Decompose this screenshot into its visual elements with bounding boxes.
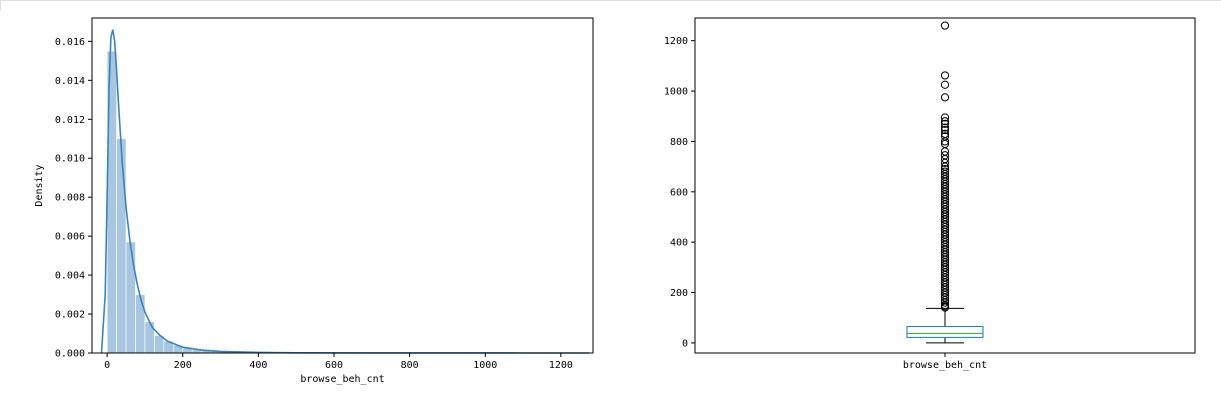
histogram-bar-1 <box>116 138 127 354</box>
outlier-point-11 <box>940 137 950 146</box>
outlier-point-16 <box>940 158 950 167</box>
y-tick-label: 0.010 <box>55 154 85 165</box>
histogram-bars <box>106 50 250 354</box>
y-axis-ticks: 0.000 0.002 0.004 0.006 0.008 0.010 0.012 0.014… <box>55 37 92 360</box>
y-axis-ticks-right: 0 200 400 600 800 1000 1200 <box>664 36 946 357</box>
y-tick-label: 400 <box>670 238 688 249</box>
outlier-point-7 <box>940 123 950 132</box>
y-tick-label: 0.002 <box>55 310 85 321</box>
outlier-point-1 <box>940 71 950 80</box>
x-axis-label-right: browse_beh_cnt <box>903 360 987 371</box>
y-tick-label: 0.004 <box>55 271 85 282</box>
boxplot <box>906 307 984 344</box>
x-tick-label: 1000 <box>473 360 497 371</box>
histogram-bar-4 <box>144 321 155 354</box>
outlier-point-4 <box>940 113 950 122</box>
outlier-point-3 <box>940 93 950 102</box>
outlier-point-71 <box>940 298 950 307</box>
outlier-point-6 <box>940 119 950 128</box>
outlier-point-2 <box>940 80 950 89</box>
x-axis-label: browse_beh_cnt <box>300 374 384 385</box>
boxplot-outliers <box>940 21 950 312</box>
box-iqr <box>906 326 984 338</box>
y-tick-label: 1000 <box>664 87 688 98</box>
y-tick-label: 0.008 <box>55 193 85 204</box>
kde-line <box>100 29 590 354</box>
x-tick-label: 400 <box>249 360 267 371</box>
y-tick-label: 200 <box>670 288 688 299</box>
outlier-point-5 <box>940 117 950 126</box>
x-axis-ticks: 0 200 400 600 800 1000 1200 <box>104 353 573 371</box>
y-tick-label: 1200 <box>664 36 688 47</box>
x-tick-label: 1200 <box>549 360 573 371</box>
x-tick-label: 200 <box>174 360 192 371</box>
x-tick-label: 800 <box>401 360 419 371</box>
y-tick-label: 0.014 <box>55 76 85 87</box>
y-tick-label: 800 <box>670 137 688 148</box>
outlier-point-8 <box>940 125 950 135</box>
plot-frame-left <box>91 17 594 354</box>
y-tick-label: 0.000 <box>55 349 85 360</box>
y-tick-label: 0.012 <box>55 115 85 126</box>
cell-border-top <box>0 0 1221 1</box>
histogram-bar-3 <box>135 294 146 354</box>
x-tick-label: 600 <box>325 360 343 371</box>
outlier-point-0 <box>940 21 950 30</box>
y-tick-label: 0.016 <box>55 37 85 48</box>
outlier-point-74 <box>940 303 950 312</box>
histogram-bar-2 <box>125 241 136 354</box>
kde-curve <box>100 29 590 354</box>
cell-border-left <box>0 0 1 10</box>
y-axis-label: Density <box>34 164 45 206</box>
y-tick-label: 600 <box>670 187 688 198</box>
x-tick-label: 0 <box>104 360 110 371</box>
y-tick-label: 0 <box>682 338 688 349</box>
y-tick-label: 0.006 <box>55 232 85 243</box>
